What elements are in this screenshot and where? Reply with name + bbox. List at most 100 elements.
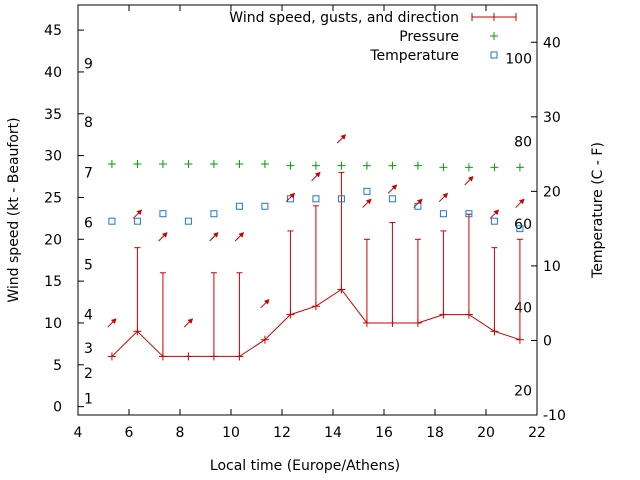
wind-direction-arrow: [311, 171, 321, 182]
temperature-point: [133, 217, 141, 225]
temperature-point: [516, 225, 524, 233]
wind-direction-arrow: [387, 184, 398, 194]
legend-sample-pressure: [490, 32, 498, 40]
pressure-point: [107, 159, 116, 168]
pressure-point: [515, 163, 524, 172]
y-right-tick-label: -10: [543, 408, 566, 424]
wind-point: [158, 352, 167, 361]
arrow-head: [263, 299, 270, 305]
wind-point: [388, 318, 397, 327]
temperature-point: [108, 217, 116, 225]
arrow-head: [136, 209, 143, 216]
wind-direction-arrow: [132, 209, 143, 219]
legend-label-wind: Wind speed, gusts, and direction: [229, 10, 459, 26]
wind-direction-arrow: [209, 232, 219, 242]
axis-label-layer: Local time (Europe/Athens) Wind speed (k…: [6, 117, 606, 474]
legend-label-temperature: Temperature: [369, 48, 459, 64]
arrow-head: [391, 184, 398, 191]
y-right-tick-label: 0: [543, 333, 552, 349]
temperature-point: [490, 217, 498, 225]
wind-point: [490, 327, 499, 336]
beaufort-label: 4: [84, 308, 93, 324]
arrow-head: [187, 318, 194, 324]
wind-point: [311, 302, 320, 311]
x-tick-label: 10: [222, 425, 240, 441]
pressure-point: [286, 161, 295, 170]
wind-point: [337, 285, 346, 294]
wind-direction-arrow: [183, 318, 194, 328]
arrow-head: [289, 192, 296, 199]
temperature-point: [159, 210, 167, 218]
tick-layer: 4 6 8 10 12 14 16 18 20 22051015202530354045-1001…: [44, 5, 566, 441]
temperature-series-layer: [108, 187, 524, 233]
arrow-head: [314, 171, 321, 178]
beaufort-label: 3: [84, 341, 93, 357]
x-tick-label: 20: [477, 425, 495, 441]
wind-direction-arrow: [285, 192, 296, 203]
wind-direction-arrow: [362, 198, 372, 208]
temperature-point: [286, 195, 294, 203]
y-left-tick-label: 40: [44, 65, 62, 81]
beaufort-label: 7: [84, 165, 93, 181]
temperature-point: [363, 187, 371, 195]
pressure-point: [235, 159, 244, 168]
pressure-point: [184, 159, 193, 168]
wind-point: [184, 352, 193, 361]
wind-point: [107, 352, 116, 361]
temperature-point: [388, 195, 396, 203]
beaufort-label: 6: [84, 216, 93, 232]
arrow-head: [518, 198, 525, 205]
y-right-tick-label: 30: [543, 110, 561, 126]
arrow-head: [238, 232, 245, 238]
arrow-head: [416, 198, 423, 205]
y-right-tick-label: 20: [543, 184, 561, 200]
y-right-tick-label: 40: [543, 35, 561, 51]
beaufort-label: 9: [84, 57, 93, 73]
y-right-tick-label: 10: [543, 259, 561, 275]
x-tick-label: 12: [273, 425, 291, 441]
arrow-head: [467, 176, 474, 182]
beaufort-label: 1: [84, 391, 93, 407]
y-left-tick-label: 10: [44, 316, 62, 332]
pressure-series-layer: [107, 159, 524, 172]
wind-direction-arrow: [438, 192, 449, 203]
wind-point: [515, 335, 524, 344]
wind-direction-arrow: [158, 232, 168, 242]
y-left-tick-label: 0: [53, 400, 62, 416]
x-tick-label: 4: [74, 425, 83, 441]
arrow-head: [212, 232, 219, 238]
wind-point: [286, 310, 295, 319]
wind-series-layer: [107, 171, 524, 361]
y-left-tick-label: 15: [44, 274, 62, 290]
legend-sample-wind: [471, 13, 517, 21]
wind-point: [235, 352, 244, 361]
temperature-point: [439, 210, 447, 218]
x-tick-label: 6: [125, 425, 134, 441]
arrow-head: [110, 318, 117, 324]
temperature-point: [210, 210, 218, 218]
temperature-point: [184, 217, 192, 225]
pressure-point: [260, 159, 269, 168]
pressure-point: [413, 161, 422, 170]
pressure-point: [388, 161, 397, 170]
pressure-point: [490, 163, 499, 172]
fahrenheit-label: 40: [514, 301, 532, 317]
pressure-point: [362, 161, 371, 170]
arrow-head: [365, 198, 372, 205]
legend: Wind speed, gusts, and direction Pressur…: [229, 10, 517, 64]
pressure-point: [209, 159, 218, 168]
wind-point: [464, 310, 473, 319]
wind-direction-arrow: [234, 232, 245, 242]
wind-direction-arrow: [336, 134, 347, 144]
y-axis-label-left: Wind speed (kt - Beaufort): [6, 117, 22, 302]
pressure-point: [439, 163, 448, 172]
temperature-point: [465, 210, 473, 218]
fahrenheit-label: 100: [505, 52, 532, 68]
wind-point: [439, 310, 448, 319]
wind-direction-arrow: [260, 299, 270, 309]
temperature-point: [337, 195, 345, 203]
temperature-point: [414, 202, 422, 210]
temperature-point: [312, 195, 320, 203]
y-left-tick-label: 25: [44, 190, 62, 206]
